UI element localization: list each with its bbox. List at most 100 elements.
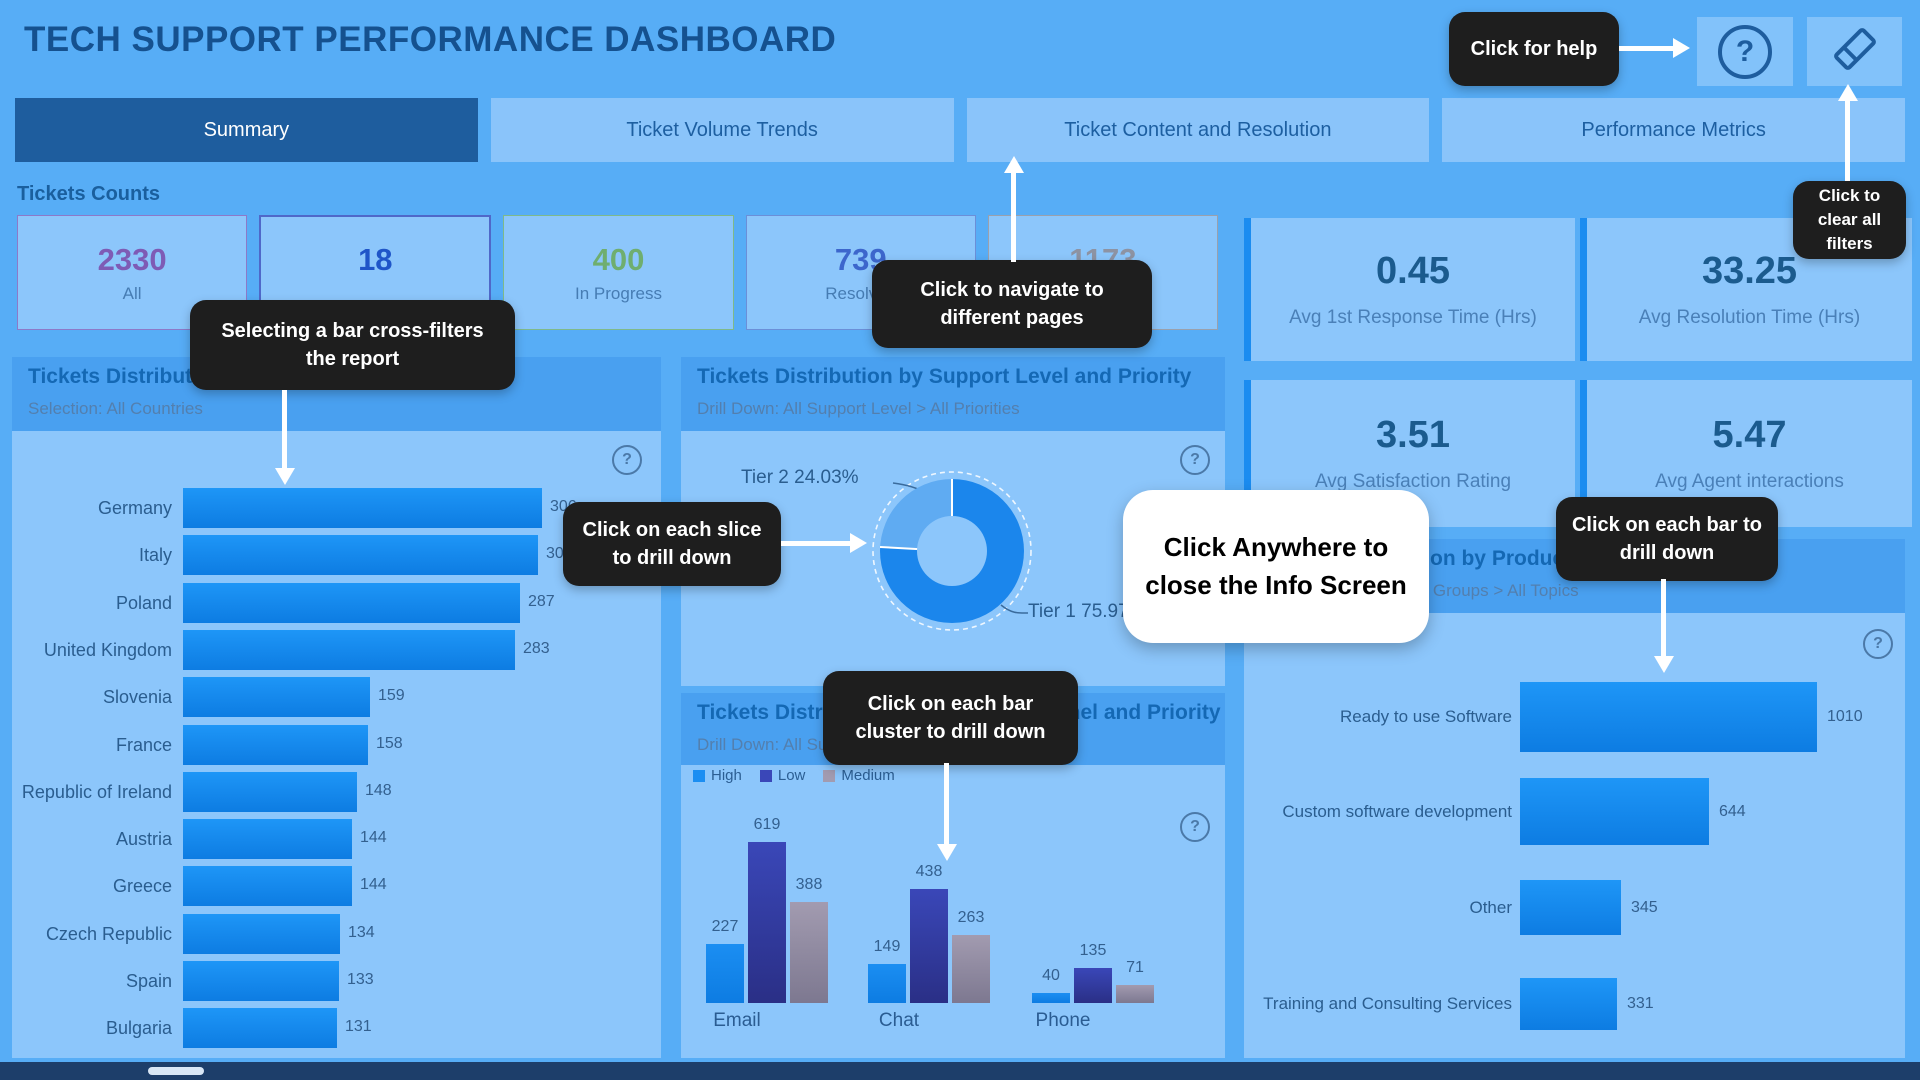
country-label: Spain bbox=[125, 971, 172, 991]
bar-chat-high[interactable] bbox=[868, 964, 906, 1003]
tab-ticket-volume-trends[interactable]: Ticket Volume Trends bbox=[490, 98, 954, 162]
help-button[interactable]: ? bbox=[1697, 17, 1793, 86]
bar-email-high[interactable] bbox=[706, 944, 744, 1003]
bar-value: 227 bbox=[711, 918, 739, 935]
close-info-overlay[interactable]: Click Anywhere to close the Info Screen bbox=[1123, 490, 1429, 643]
country-bar-value: 283 bbox=[523, 639, 550, 657]
kpi-value: 2330 bbox=[97, 241, 167, 277]
product-bar-value: 331 bbox=[1627, 995, 1654, 1012]
chart-help-icon[interactable]: ? bbox=[1180, 445, 1210, 475]
tooltip-cross-filter: Selecting a bar cross-filters the report bbox=[190, 300, 515, 390]
tab-performance-metrics[interactable]: Performance Metrics bbox=[1442, 98, 1905, 162]
kpi-value: 400 bbox=[592, 241, 645, 277]
chart-help-icon[interactable]: ? bbox=[1180, 812, 1210, 842]
tooltip-bar-drill: Click on each bar to drill down bbox=[1556, 497, 1778, 581]
bar-value: 438 bbox=[915, 863, 943, 880]
kpi-section-label: Tickets Counts bbox=[17, 183, 160, 205]
arrow-cluster-drill bbox=[944, 763, 949, 845]
country-label: Czech Republic bbox=[45, 923, 172, 944]
kpi-card-all[interactable]: 2330 All bbox=[17, 215, 248, 330]
clear-filters-button[interactable] bbox=[1807, 17, 1902, 86]
country-bar[interactable] bbox=[183, 771, 357, 812]
bar-phone-high[interactable] bbox=[1032, 993, 1070, 1003]
priority-legend: High Low Medium bbox=[693, 767, 895, 784]
bar-chat-medium[interactable] bbox=[952, 935, 990, 1003]
metric-label: Avg Agent interactions bbox=[1655, 471, 1844, 492]
arrow-navigate bbox=[1011, 172, 1016, 262]
metric-value: 3.51 bbox=[1376, 414, 1450, 456]
panel-title: Tickets Distribution by Support Level an… bbox=[697, 365, 1192, 388]
arrow-help bbox=[1619, 46, 1674, 51]
product-bar[interactable] bbox=[1520, 682, 1817, 752]
product-bar-value: 345 bbox=[1631, 898, 1658, 916]
tab-ticket-content-and-resolution[interactable]: Ticket Content and Resolution bbox=[966, 98, 1430, 162]
bar-value: 135 bbox=[1079, 942, 1107, 959]
donut-label-tier1: Tier 1 75.97% bbox=[1028, 601, 1146, 622]
product-label: Custom software development bbox=[1282, 802, 1512, 821]
kpi-card-in-progress[interactable]: 400 In Progress bbox=[503, 215, 734, 330]
tooltip-navigate: Click to navigate to different pages bbox=[872, 260, 1152, 348]
chart-help-icon[interactable]: ? bbox=[1863, 629, 1893, 659]
country-bar-value: 131 bbox=[345, 1018, 372, 1036]
country-label: United Kingdom bbox=[43, 639, 172, 660]
country-bar[interactable] bbox=[183, 724, 368, 765]
bar-chat-low[interactable] bbox=[910, 889, 948, 1003]
scrollbar-thumb[interactable] bbox=[148, 1067, 204, 1075]
tooltip-help: Click for help bbox=[1449, 12, 1619, 86]
legend-swatch bbox=[693, 769, 705, 782]
bar-value: 388 bbox=[795, 876, 823, 893]
bar-phone-low[interactable] bbox=[1074, 968, 1112, 1003]
product-bar-value: 1010 bbox=[1827, 708, 1863, 725]
legend-item-low: Low bbox=[759, 767, 806, 784]
tab-summary[interactable]: Summary bbox=[15, 98, 478, 162]
country-bar[interactable] bbox=[183, 677, 370, 718]
country-bar[interactable] bbox=[183, 961, 339, 1001]
legend-swatch bbox=[823, 769, 836, 782]
chart-help-icon[interactable]: ? bbox=[612, 445, 642, 475]
country-label: Austria bbox=[115, 829, 172, 850]
metric-label: Avg 1st Response Time (Hrs) bbox=[1289, 307, 1537, 328]
country-bar[interactable] bbox=[183, 866, 352, 907]
panel-tickets-by-country: Tickets Distribution by Country Selectio… bbox=[12, 357, 661, 1058]
bar-email-low[interactable] bbox=[748, 842, 786, 1003]
country-bar[interactable] bbox=[183, 1008, 337, 1049]
arrowhead bbox=[1654, 656, 1674, 673]
country-bar-value: 144 bbox=[360, 829, 387, 847]
legend-label: Medium bbox=[841, 767, 895, 784]
legend-label: Low bbox=[777, 767, 806, 784]
country-label: France bbox=[115, 734, 172, 755]
country-bar[interactable] bbox=[183, 582, 520, 623]
country-bar[interactable] bbox=[183, 629, 515, 670]
country-label: Bulgaria bbox=[105, 1018, 172, 1039]
product-label: Other bbox=[1469, 898, 1512, 917]
country-bar[interactable] bbox=[183, 913, 340, 954]
tooltip-cluster-drill: Click on each bar cluster to drill down bbox=[823, 671, 1078, 765]
country-bar-value: 158 bbox=[376, 734, 403, 752]
country-bar[interactable] bbox=[183, 819, 352, 860]
kpi-label: In Progress bbox=[575, 283, 662, 303]
close-info-text: Click Anywhere to close the Info Screen bbox=[1145, 531, 1407, 600]
product-bar-value: 644 bbox=[1719, 802, 1746, 820]
country-bar[interactable] bbox=[183, 488, 542, 528]
metric-label: Avg Resolution Time (Hrs) bbox=[1638, 307, 1861, 328]
page-tabs: Summary Ticket Volume Trends Ticket Conten… bbox=[15, 98, 1905, 162]
bar-value: 71 bbox=[1126, 959, 1144, 976]
donut-hole bbox=[917, 516, 987, 586]
product-bar[interactable] bbox=[1520, 778, 1709, 845]
bar-value: 263 bbox=[957, 909, 985, 926]
donut-label-tier2: Tier 2 24.03% bbox=[741, 467, 859, 488]
metric-card-response-time[interactable]: 0.45 Avg 1st Response Time (Hrs) bbox=[1244, 218, 1575, 361]
bar-phone-medium[interactable] bbox=[1116, 985, 1154, 1003]
country-bar[interactable] bbox=[183, 535, 538, 576]
product-bar[interactable] bbox=[1520, 880, 1621, 935]
legend-label: High bbox=[711, 767, 742, 784]
bar-email-medium[interactable] bbox=[790, 902, 828, 1003]
country-bar-value: 287 bbox=[528, 592, 555, 610]
metric-value: 5.47 bbox=[1712, 414, 1787, 456]
arrowhead bbox=[937, 844, 957, 861]
bar-value: 149 bbox=[873, 938, 901, 955]
product-label: Ready to use Software bbox=[1340, 707, 1512, 726]
panel-header: Tickets Distribution by Support Level an… bbox=[681, 357, 1225, 431]
product-bar[interactable] bbox=[1520, 978, 1617, 1030]
